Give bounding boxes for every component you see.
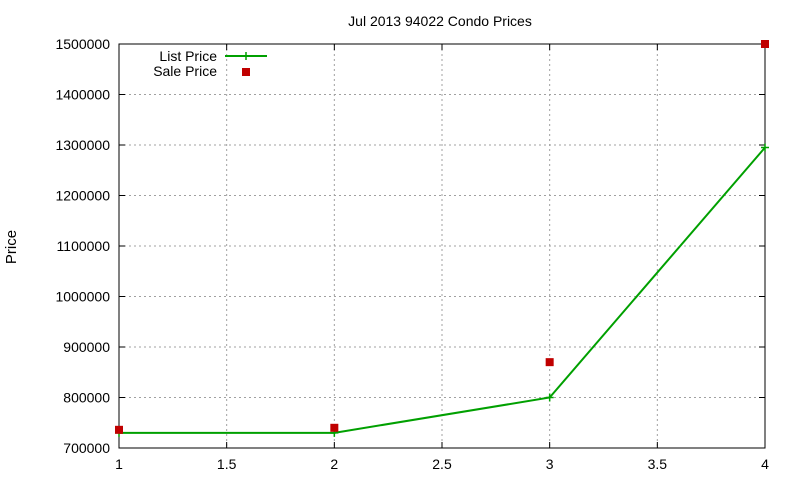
list-price-point [761,143,769,152]
y-tick-label: 1200000 [55,188,110,204]
y-tick-label: 900000 [63,339,110,355]
x-tick-label: 2.5 [432,456,452,472]
chart-title: Jul 2013 94022 Condo Prices [348,13,532,29]
y-tick-label: 700000 [63,440,110,456]
y-axis-label: Price [3,230,20,264]
x-tick-label: 1 [115,456,123,472]
x-tick-label: 4 [761,456,769,472]
legend-sale-price-marker [242,68,250,76]
data-series [115,40,769,437]
list-price-line [119,146,766,434]
sale-price-point [115,425,123,434]
x-tick-label: 1.5 [217,456,237,472]
y-tick-label: 1000000 [55,289,110,305]
y-tick-label: 1400000 [55,87,110,103]
y-tick-label: 1300000 [55,137,110,153]
x-tick-label: 3.5 [648,456,668,472]
list-price-point [545,393,554,402]
x-tick-label: 3 [546,456,554,472]
legend-list-price-marker [242,52,250,60]
axis-ticks: 1 1.5 2 2.5 3 3.5 4 700000 800000 900000 1000000 11… [55,36,769,472]
y-tick-label: 1100000 [57,238,111,254]
x-tick-label: 2 [330,456,338,472]
sale-price-point [545,358,554,367]
legend-sale-price-label: Sale Price [153,63,217,79]
y-tick-label: 800000 [63,390,110,406]
sale-price-point [761,40,769,48]
legend-list-price-label: List Price [159,48,217,64]
y-tick-label: 1500000 [55,36,110,52]
grid-lines [119,44,765,448]
sale-price-point [330,423,339,432]
